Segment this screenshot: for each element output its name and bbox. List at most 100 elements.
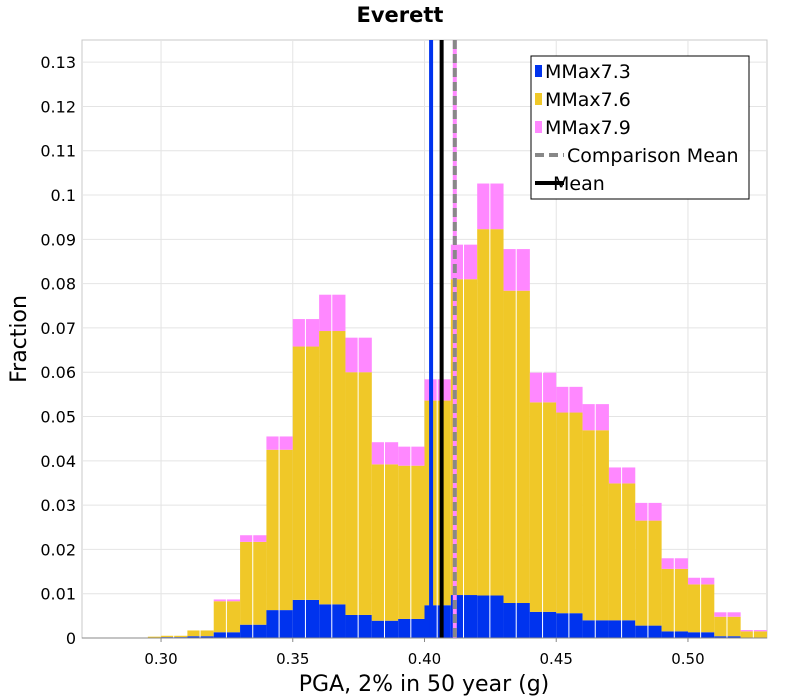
x-tick-label: 0.40 [408, 650, 441, 668]
bar-segment [305, 599, 320, 638]
bar-segment [556, 386, 570, 413]
y-tick-label: 0.07 [40, 319, 76, 338]
bar-segment [582, 430, 596, 621]
bar-segment [384, 464, 399, 621]
y-tick-label: 0.09 [40, 230, 76, 249]
bar-segment [727, 636, 741, 638]
bar-segment [543, 372, 557, 403]
bar-segment [622, 620, 636, 638]
bar-segment [398, 465, 412, 619]
bar-segment [358, 337, 372, 373]
bar-segment [358, 372, 372, 615]
legend-label: MMax7.6 [545, 89, 631, 111]
bar-segment [213, 601, 227, 633]
legend-swatch [535, 93, 542, 105]
y-tick-label: 0.13 [40, 53, 76, 72]
bar-segment [319, 331, 333, 605]
bar-segment [569, 412, 583, 614]
bar-segment [714, 616, 728, 637]
bar-segment [516, 249, 530, 291]
bar-segment [240, 541, 254, 625]
y-tick-label: 0.12 [40, 97, 76, 116]
bar-segment [226, 599, 241, 602]
bar-segment [503, 249, 517, 291]
chart-title: Everett [357, 3, 444, 27]
bar-segment [332, 604, 346, 638]
bar-segment [556, 613, 570, 638]
bar-segment [213, 599, 227, 602]
bar-segment [319, 294, 333, 332]
bar-segment [147, 636, 162, 638]
bar-segment [622, 467, 636, 484]
bar-segment [464, 279, 478, 596]
bar-segment [398, 446, 412, 466]
bar-segment [477, 229, 491, 596]
y-tick-label: 0.03 [40, 496, 76, 515]
bar-segment [292, 599, 306, 638]
bar-segment [556, 412, 570, 614]
bar-segment [411, 618, 425, 638]
bar-segment [398, 618, 412, 638]
bar-segment [714, 612, 728, 617]
bar-segment [648, 520, 662, 626]
bar-segment [503, 603, 517, 638]
bar-segment [516, 290, 530, 604]
bar-segment [279, 436, 293, 450]
bar-segment [582, 620, 596, 638]
bar-segment [529, 372, 544, 403]
bar-segment [384, 442, 399, 465]
bar-segment [727, 612, 741, 617]
bar-segment [411, 465, 425, 619]
bar-segment [200, 630, 214, 637]
bar-segment [674, 568, 688, 632]
bar-segment [292, 319, 306, 347]
bar-segment [753, 630, 767, 632]
bar-segment [701, 577, 715, 585]
bar-segment [503, 290, 517, 604]
bar-segment [490, 595, 504, 638]
bar-segment [740, 630, 754, 632]
bar-segment [661, 558, 675, 569]
bar-segment [226, 601, 241, 633]
bar-segment [529, 402, 544, 612]
bar-segment [226, 632, 241, 638]
bar-segment [266, 436, 280, 450]
bar-segment [595, 430, 609, 621]
bar-segment [411, 446, 425, 466]
bar-segment [345, 614, 359, 638]
bar-segment [740, 631, 754, 638]
y-tick-label: 0.06 [40, 363, 76, 382]
y-axis-ticks: 0 0.01 0.02 0.03 0.04 0.05 0.06 0.07 0.08 0.09 0.1… [40, 53, 76, 648]
bar-segment [582, 404, 596, 431]
bar-segment [569, 613, 583, 638]
bar-segment [608, 483, 623, 621]
x-tick-label: 0.45 [540, 650, 573, 668]
bar-segment [635, 520, 649, 626]
bar-segment [279, 610, 293, 638]
bar-segment [371, 442, 385, 465]
bar-segment [701, 632, 715, 638]
legend-box [530, 55, 750, 200]
legend-label: MMax7.9 [545, 117, 631, 139]
bar-segment [332, 331, 346, 605]
legend-label: Comparison Mean [567, 145, 739, 167]
bar-segment [648, 502, 662, 521]
bar-segment [687, 584, 702, 633]
x-axis-ticks: 0.30 0.35 0.40 0.45 0.50 [144, 638, 705, 668]
bar-segment [305, 319, 320, 347]
bar-segment [464, 244, 478, 280]
bar-segment [674, 631, 688, 638]
bar-segment [161, 635, 175, 638]
bar-segment [266, 449, 280, 611]
y-tick-label: 0.1 [51, 186, 76, 205]
legend-label: Mean [553, 173, 605, 195]
bar-segment [529, 611, 544, 638]
legend-swatch [535, 121, 542, 133]
bar-segment [464, 595, 478, 638]
bar-segment [477, 595, 491, 638]
bar-segment [608, 620, 623, 638]
bar-segment [635, 625, 649, 638]
bar-segment [187, 636, 201, 638]
bar-segment [332, 294, 346, 332]
